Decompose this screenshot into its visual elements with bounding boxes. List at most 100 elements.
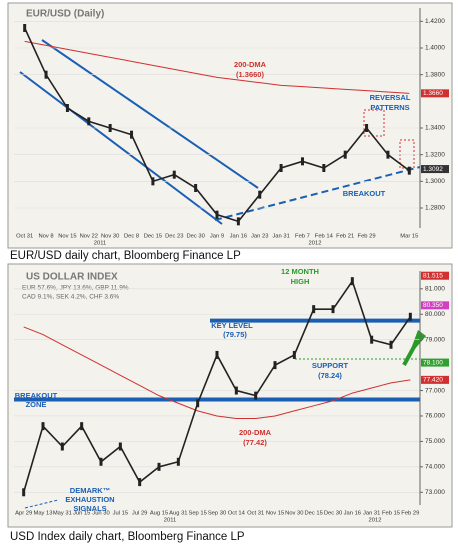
price-tag-label: 80.350 xyxy=(423,302,443,309)
y-tick-label: 1.3200 xyxy=(425,151,445,158)
y-tick-label: 1.3800 xyxy=(425,71,445,78)
weights: EUR 57.6%, JPY 13.6%, GBP 11.9% xyxy=(22,285,129,292)
y-tick-label: 1.2800 xyxy=(425,205,445,212)
price-point xyxy=(389,340,393,349)
annotation: 200-DMA xyxy=(234,60,267,69)
price-point xyxy=(99,457,103,466)
y-tick-label: 77.000 xyxy=(425,387,445,394)
x-tick-label: Feb 21 xyxy=(336,234,354,240)
price-point xyxy=(331,305,335,314)
price-point xyxy=(300,157,304,166)
channel-line xyxy=(19,71,223,225)
price-point xyxy=(172,170,176,179)
arrow xyxy=(402,335,422,366)
price-point xyxy=(108,124,112,132)
chart-title: EUR/USD (Daily) xyxy=(26,9,104,20)
price-tag-label: 81.515 xyxy=(423,272,443,279)
price-point xyxy=(151,177,155,186)
y-tick-label: 76.000 xyxy=(425,413,445,420)
price-point xyxy=(236,217,240,226)
y-tick-label: 1.3400 xyxy=(425,125,445,132)
x-tick-label: Feb 14 xyxy=(315,234,334,240)
x-tick-label: Oct 14 xyxy=(228,511,246,517)
price-point xyxy=(370,335,374,344)
price-tag xyxy=(421,271,449,280)
caption: EUR/USD daily chart, Bloomberg Finance L… xyxy=(10,250,241,262)
price-point xyxy=(258,190,262,199)
y-tick-label: 73.000 xyxy=(425,489,445,496)
x-tick-label: Aug 15 xyxy=(150,511,168,517)
price-tag xyxy=(421,358,449,367)
price-point xyxy=(350,277,354,286)
price-point xyxy=(157,462,161,471)
x-tick-label: Dec 30 xyxy=(324,511,342,517)
price-point xyxy=(23,24,27,32)
x-tick-label: Jan 23 xyxy=(251,234,268,240)
channel-line xyxy=(41,39,259,189)
trend-line xyxy=(214,166,421,221)
price-tag xyxy=(421,165,449,174)
y-tick-label: 79.000 xyxy=(425,336,445,343)
x-tick-label: Jan 31 xyxy=(272,234,289,240)
x-tick-label: Dec 23 xyxy=(165,234,183,240)
price-point xyxy=(41,422,45,431)
x-tick-label: Dec 8 xyxy=(124,234,139,240)
price-tag-label: 77.420 xyxy=(423,377,443,384)
moving-average xyxy=(24,40,410,94)
price-point xyxy=(234,386,238,395)
price-point xyxy=(322,164,326,172)
x-tick-label: Jun 15 xyxy=(73,511,90,517)
price-point xyxy=(386,150,390,159)
annotation: (79.75) xyxy=(223,330,247,339)
x-tick-label: Mar 15 xyxy=(400,234,418,240)
annotation: BREAKOUT xyxy=(15,391,58,400)
arrow xyxy=(24,499,59,509)
moving-average xyxy=(23,326,411,420)
weights: CAD 9.1%, SEK 4.2%, CHF 3.6% xyxy=(22,294,119,301)
y-tick-label: 1.3000 xyxy=(425,178,445,185)
arrows xyxy=(24,330,426,509)
x-tick-label: Nov 15 xyxy=(266,511,284,517)
price-point xyxy=(138,478,142,487)
chart-title: US DOLLAR INDEX xyxy=(26,272,118,283)
x-tick-label: Dec 15 xyxy=(304,511,322,517)
x-tick-label: Oct 31 xyxy=(16,234,33,240)
price-point xyxy=(407,166,411,175)
x-tick-label: Oct 31 xyxy=(247,511,264,517)
x-tick-label: Feb 29 xyxy=(358,234,376,240)
x-tick-label: Jun 30 xyxy=(92,511,109,517)
x-tick-label: Apr 29 xyxy=(15,511,32,517)
price-point xyxy=(365,124,369,132)
price-point xyxy=(44,70,48,79)
x-tick-label: Feb 29 xyxy=(401,511,419,517)
annotation: HIGH xyxy=(291,277,310,286)
y-tick-label: 75.000 xyxy=(425,438,445,445)
annotation: KEY LEVEL xyxy=(211,321,253,330)
price-point xyxy=(130,130,134,139)
price-point xyxy=(254,391,258,400)
x-tick-label: Nov 15 xyxy=(58,234,76,240)
price-point xyxy=(194,184,198,192)
price-point xyxy=(343,150,347,159)
year-label: 2012 xyxy=(309,241,322,247)
x-tick-label: Feb 7 xyxy=(295,234,310,240)
price-tag-label: 1.3660 xyxy=(423,90,443,97)
price-point xyxy=(408,312,412,321)
price-tag-label: 1.3092 xyxy=(423,166,443,173)
price-point xyxy=(215,350,219,359)
y-tick-label: 1.4000 xyxy=(425,45,445,52)
x-tick-label: Dec 15 xyxy=(144,234,162,240)
x-tick-label: May 31 xyxy=(53,511,72,517)
price-tag xyxy=(421,89,449,98)
channel xyxy=(19,39,421,225)
price-point xyxy=(118,442,122,451)
price-point xyxy=(196,399,200,408)
price-tag xyxy=(421,375,449,384)
chart-frame xyxy=(7,2,453,249)
price-point xyxy=(22,488,26,497)
price-point xyxy=(292,350,296,359)
year-label: 2011 xyxy=(94,241,106,247)
price-point xyxy=(312,305,316,314)
annotation: REVERSAL xyxy=(370,93,411,102)
